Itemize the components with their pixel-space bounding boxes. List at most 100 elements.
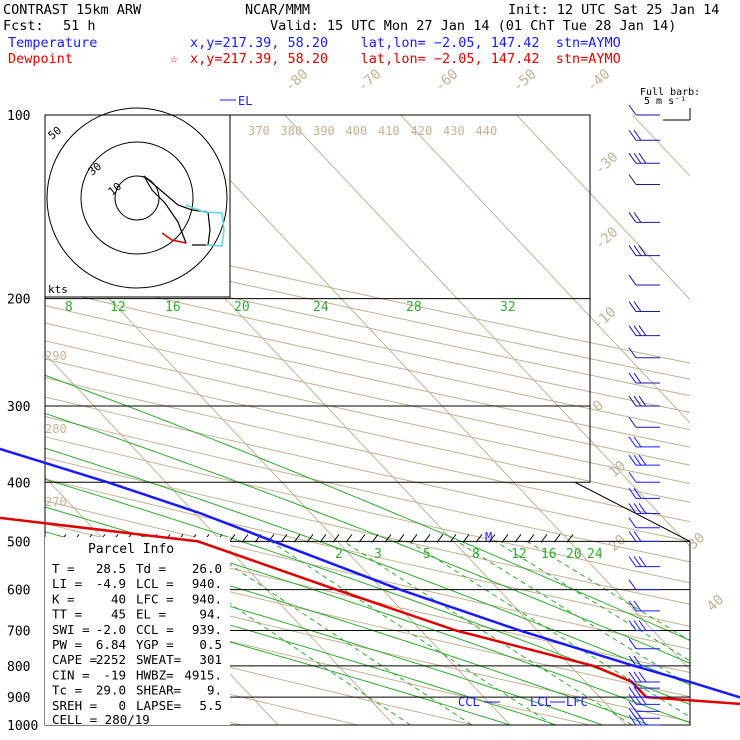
dry-adiabat [45, 271, 690, 413]
hodograph-ring [114, 175, 160, 221]
wind-barb-tick [633, 325, 642, 336]
wind-barb-tick [628, 471, 637, 483]
mixing-ratio-label: 12 [511, 547, 527, 562]
dry-adiabat [45, 223, 690, 364]
valid-time: Valid: 15 UTC Mon 27 Jan 14 (01 ChT Tue … [270, 18, 677, 34]
parcel-param-label: Tc = [52, 683, 82, 698]
wind-barb-tick [633, 301, 642, 312]
parcel-param-value: 9. [207, 683, 222, 698]
pressure-label: 800 [7, 660, 30, 675]
mixing-ratio-label: 32 [500, 300, 516, 315]
pressure-label: 500 [7, 535, 30, 550]
tick-mark [540, 534, 548, 543]
pressure-label: 100 [7, 109, 30, 124]
wind-barb-tick [628, 174, 637, 185]
wind-barb [628, 245, 660, 257]
wind-barb [628, 129, 660, 141]
wind-barb-tick [633, 488, 642, 499]
parcel-param-label: LAPSE= [136, 698, 181, 713]
wind-barb-tick [628, 325, 637, 336]
wind-barb-tick [628, 579, 637, 590]
isotherm-line [45, 352, 395, 725]
wind-barb [628, 347, 660, 359]
wind-barb-tick [628, 416, 637, 428]
tick-mark [397, 534, 405, 543]
pressure-label: 300 [7, 400, 30, 415]
parcel-param-value: 940. [192, 576, 222, 591]
parcel-param-label: SREH = [52, 698, 97, 713]
mixing-ratio-label: 8 [472, 547, 480, 562]
parcel-param-label: T = [52, 561, 75, 576]
lcl-label: LCL [530, 695, 552, 709]
barb-legend-units: 5 m s⁻¹ [644, 96, 686, 107]
mixing-ratio-label: 20 [234, 300, 250, 315]
hodograph-trace-low [161, 232, 187, 244]
wind-barb-tick [633, 395, 642, 407]
wind-barb-tick [633, 620, 642, 631]
isotherm-label: -20 [592, 224, 622, 253]
theta-label: 410 [378, 124, 400, 138]
wind-barb-tick [638, 714, 647, 726]
el-label: EL [238, 94, 252, 108]
parcel-param-value: 94. [199, 607, 222, 622]
parcel-param-label: TT = [52, 607, 82, 622]
wind-barb-tick [628, 638, 637, 650]
wind-barb [628, 104, 660, 116]
mixing-ratio-label: 16 [165, 300, 181, 315]
theta-label: 290 [45, 349, 67, 363]
wind-barb-tick [638, 153, 647, 164]
wind-barb-tick [628, 245, 637, 256]
pressure-label: 400 [7, 476, 30, 491]
wind-barb [628, 600, 660, 612]
parcel-param-value: 940. [192, 591, 222, 606]
hodograph-box [44, 114, 231, 298]
wind-barb-tick [633, 531, 642, 542]
hodograph-units: kts [48, 283, 68, 296]
temperature-profile [0, 447, 740, 699]
dewpoint-legend-label: Dewpoint [8, 51, 74, 67]
wind-barb [628, 671, 660, 683]
theta-label: 370 [248, 124, 270, 138]
parcel-param-value: 4915. [184, 667, 222, 682]
parcel-param-label: K = [52, 591, 75, 606]
wind-barb [628, 638, 660, 650]
wind-barb [628, 714, 660, 726]
isotherm-line [632, 115, 690, 177]
wind-barb-tick [633, 714, 642, 726]
wind-barb-tick [638, 245, 647, 256]
wind-barb [628, 153, 660, 164]
moist-adiabat [45, 590, 511, 725]
wind-barb-tick [633, 372, 642, 384]
wind-barb-tick [638, 503, 647, 514]
wind-barb-tick [633, 655, 642, 667]
temperature-location: x,y=217.39, 58.20 lat,lon= −2.05, 147.42… [190, 35, 621, 51]
parcel-param-value: 301 [199, 652, 222, 667]
temperature-legend-label: Temperature [8, 35, 98, 51]
wind-barb-tick [628, 517, 637, 529]
hodograph-ring [80, 141, 194, 255]
dry-adiabat [45, 570, 690, 723]
mixing-ratio-label: 20 [566, 547, 582, 562]
wind-barb-tick [628, 655, 637, 667]
tick-mark [332, 534, 340, 543]
parcel-param-label: LCL = [136, 576, 174, 591]
m-label: M [485, 530, 492, 544]
pressure-label: 900 [7, 691, 30, 706]
parcel-param-value: 0 [118, 698, 126, 713]
isotherm-label: 40 [704, 592, 727, 615]
parcel-param-value: 2252 [96, 652, 126, 667]
dry-adiabat [45, 478, 690, 627]
parcel-param-value: 28.5 [96, 561, 126, 576]
mixing-ratio-label: 28 [406, 300, 422, 315]
wind-barb-tick [628, 677, 637, 689]
tick-mark [280, 534, 288, 543]
dry-adiabat [45, 305, 690, 448]
theta-label: 400 [346, 124, 368, 138]
tick-mark [306, 534, 314, 543]
theta-label: 390 [313, 124, 335, 138]
pressure-label: 200 [7, 293, 30, 308]
dewpoint-location: x,y=217.39, 58.20 lat,lon= −2.05, 147.42… [190, 51, 621, 67]
wind-barb [628, 471, 660, 483]
hodograph-ring [46, 107, 228, 289]
lfc-label: LFC [566, 695, 588, 709]
